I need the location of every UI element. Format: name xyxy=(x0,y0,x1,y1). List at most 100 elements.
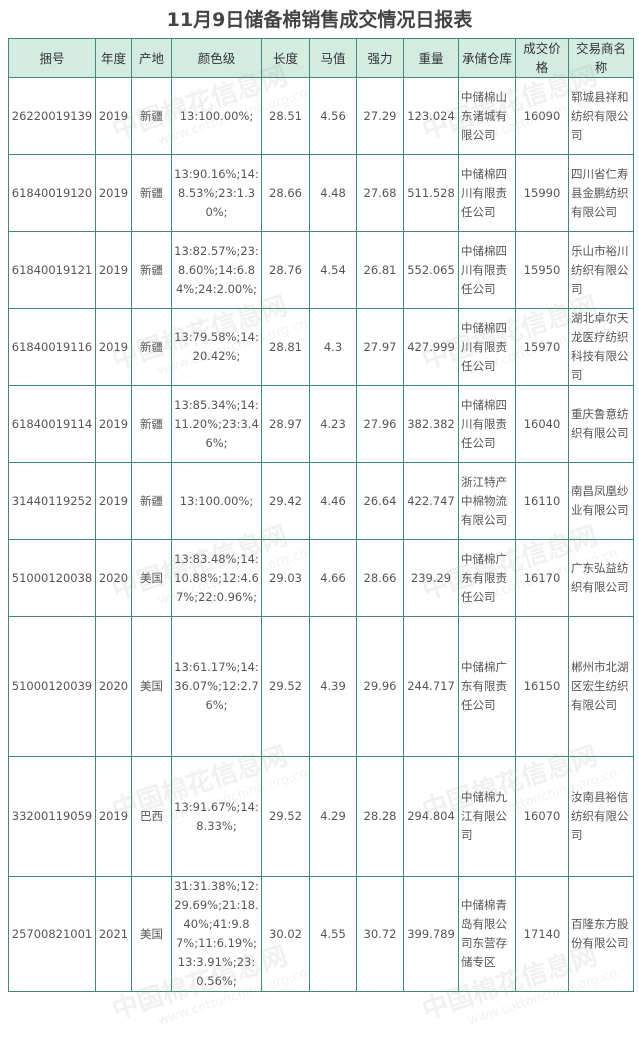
table-row: 61840019120 2019 新疆 13:90.16%;14:8.53%;23:1… xyxy=(8,154,634,232)
cell-bale-number: 61840019120 xyxy=(8,154,96,232)
header-bale-number: 捆号 xyxy=(8,38,96,78)
cell-micronaire: 4.3 xyxy=(309,308,357,386)
cell-trader-name: 湖北卓尔天龙医疗纺织科技有限公司 xyxy=(568,308,634,386)
table-row: 33200119059 2019 巴西 13:91.67%;14:8.33%; 29.5… xyxy=(8,756,634,877)
cell-bale-number: 26220019139 xyxy=(8,77,96,155)
cell-year: 2019 xyxy=(95,77,132,155)
cell-length: 28.97 xyxy=(261,385,310,463)
cell-origin: 新疆 xyxy=(131,385,172,463)
table-row: 51000120038 2020 美国 13:83.48%;14:10.88%;12:… xyxy=(8,539,634,617)
cell-micronaire: 4.66 xyxy=(309,539,357,617)
cell-year: 2019 xyxy=(95,231,132,309)
cell-trader-name: 四川省仁寿县金鹏纺织有限公司 xyxy=(568,154,634,232)
cell-origin: 美国 xyxy=(131,616,172,757)
cell-bale-number: 61840019114 xyxy=(8,385,96,463)
cell-length: 29.52 xyxy=(261,756,310,877)
cell-origin: 巴西 xyxy=(131,756,172,877)
cell-color-grade: 13:79.58%;14:20.42%; xyxy=(171,308,262,386)
cell-bale-number: 25700821001 xyxy=(8,876,96,992)
cell-color-grade: 13:90.16%;14:8.53%;23:1.30%; xyxy=(171,154,262,232)
cell-warehouse: 中储棉广东有限责任公司 xyxy=(458,539,516,617)
cell-trader-name: 郓城县祥和纺织有限公司 xyxy=(568,77,634,155)
cell-deal-price: 16170 xyxy=(515,539,569,617)
cell-weight: 422.747 xyxy=(403,462,459,540)
cell-year: 2019 xyxy=(95,756,132,877)
cell-trader-name: 汝南县裕信纺织有限公司 xyxy=(568,756,634,877)
header-length: 长度 xyxy=(261,38,310,78)
cell-year: 2021 xyxy=(95,876,132,992)
table-row: 61840019114 2019 新疆 13:85.34%;14:11.20%;23:… xyxy=(8,385,634,463)
cell-deal-price: 16040 xyxy=(515,385,569,463)
cell-strength: 28.66 xyxy=(356,539,404,617)
cell-weight: 399.789 xyxy=(403,876,459,992)
cell-length: 29.52 xyxy=(261,616,310,757)
cell-warehouse: 中储棉四川有限责任公司 xyxy=(458,308,516,386)
cell-length: 29.42 xyxy=(261,462,310,540)
cell-color-grade: 13:83.48%;14:10.88%;12:4.67%;22:0.96%; xyxy=(171,539,262,617)
cell-strength: 30.72 xyxy=(356,876,404,992)
cell-color-grade: 13:100.00%; xyxy=(171,462,262,540)
cell-warehouse: 中储棉广东有限责任公司 xyxy=(458,616,516,757)
header-trader-name: 交易商名称 xyxy=(568,38,634,78)
header-strength: 强力 xyxy=(356,38,404,78)
cell-weight: 244.717 xyxy=(403,616,459,757)
cell-color-grade: 13:91.67%;14:8.33%; xyxy=(171,756,262,877)
cell-weight: 294.804 xyxy=(403,756,459,877)
cell-weight: 552.065 xyxy=(403,231,459,309)
table-row: 61840019116 2019 新疆 13:79.58%;14:20.42%; 28.… xyxy=(8,308,634,386)
sales-report-table: 捆号 年度 产地 颜色级 长度 马值 强力 重量 承储仓库 成交价格 交易商名称 262200191… xyxy=(8,38,634,992)
cell-weight: 427.999 xyxy=(403,308,459,386)
cell-micronaire: 4.46 xyxy=(309,462,357,540)
cell-micronaire: 4.29 xyxy=(309,756,357,877)
cell-micronaire: 4.39 xyxy=(309,616,357,757)
cell-bale-number: 51000120038 xyxy=(8,539,96,617)
table-row: 51000120039 2020 美国 13:61.17%;14:36.07%;12:… xyxy=(8,616,634,757)
cell-trader-name: 百隆东方股份有限公司 xyxy=(568,876,634,992)
cell-color-grade: 13:85.34%;14:11.20%;23:3.46%; xyxy=(171,385,262,463)
table-row: 31440119252 2019 新疆 13:100.00%; 29.42 4.46 26.… xyxy=(8,462,634,540)
cell-year: 2019 xyxy=(95,385,132,463)
report-title: 11月9日储备棉销售成交情况日报表 xyxy=(166,9,473,31)
cell-deal-price: 15990 xyxy=(515,154,569,232)
cell-weight: 511.528 xyxy=(403,154,459,232)
cell-weight: 123.024 xyxy=(403,77,459,155)
header-weight: 重量 xyxy=(403,38,459,78)
cell-trader-name: 乐山市裕川纺织有限公司 xyxy=(568,231,634,309)
cell-warehouse: 中储棉山东诸城有限公司 xyxy=(458,77,516,155)
cell-warehouse: 浙江特产中棉物流有限公司 xyxy=(458,462,516,540)
cell-warehouse: 中储棉四川有限责任公司 xyxy=(458,154,516,232)
cell-color-grade: 13:61.17%;14:36.07%;12:2.76%; xyxy=(171,616,262,757)
cell-strength: 29.96 xyxy=(356,616,404,757)
cell-length: 30.02 xyxy=(261,876,310,992)
cell-origin: 新疆 xyxy=(131,154,172,232)
cell-strength: 26.64 xyxy=(356,462,404,540)
cell-strength: 26.81 xyxy=(356,231,404,309)
cell-micronaire: 4.23 xyxy=(309,385,357,463)
cell-color-grade: 31:31.38%;12:29.69%;21:18.40%;41:9.87%;1… xyxy=(171,876,262,992)
cell-strength: 28.28 xyxy=(356,756,404,877)
cell-bale-number: 61840019121 xyxy=(8,231,96,309)
cell-deal-price: 17140 xyxy=(515,876,569,992)
cell-deal-price: 16150 xyxy=(515,616,569,757)
cell-micronaire: 4.56 xyxy=(309,77,357,155)
cell-origin: 新疆 xyxy=(131,308,172,386)
cell-year: 2019 xyxy=(95,308,132,386)
cell-strength: 27.29 xyxy=(356,77,404,155)
cell-origin: 新疆 xyxy=(131,77,172,155)
cell-warehouse: 中储棉九江有限公司 xyxy=(458,756,516,877)
header-micronaire: 马值 xyxy=(309,38,357,78)
cell-bale-number: 61840019116 xyxy=(8,308,96,386)
cell-deal-price: 15950 xyxy=(515,231,569,309)
cell-deal-price: 16090 xyxy=(515,77,569,155)
cell-origin: 美国 xyxy=(131,876,172,992)
cell-trader-name: 郴州市北湖区宏生纺织有限公司 xyxy=(568,616,634,757)
cell-origin: 新疆 xyxy=(131,462,172,540)
cell-warehouse: 中储棉四川有限责任公司 xyxy=(458,231,516,309)
cell-warehouse: 中储棉青岛有限公司东营存储专区 xyxy=(458,876,516,992)
table-header-row: 捆号 年度 产地 颜色级 长度 马值 强力 重量 承储仓库 成交价格 交易商名称 xyxy=(8,38,634,78)
cell-deal-price: 15970 xyxy=(515,308,569,386)
cell-year: 2019 xyxy=(95,154,132,232)
cell-year: 2020 xyxy=(95,539,132,617)
cell-trader-name: 重庆鲁意纺织有限公司 xyxy=(568,385,634,463)
cell-trader-name: 广东弘益纺织有限公司 xyxy=(568,539,634,617)
